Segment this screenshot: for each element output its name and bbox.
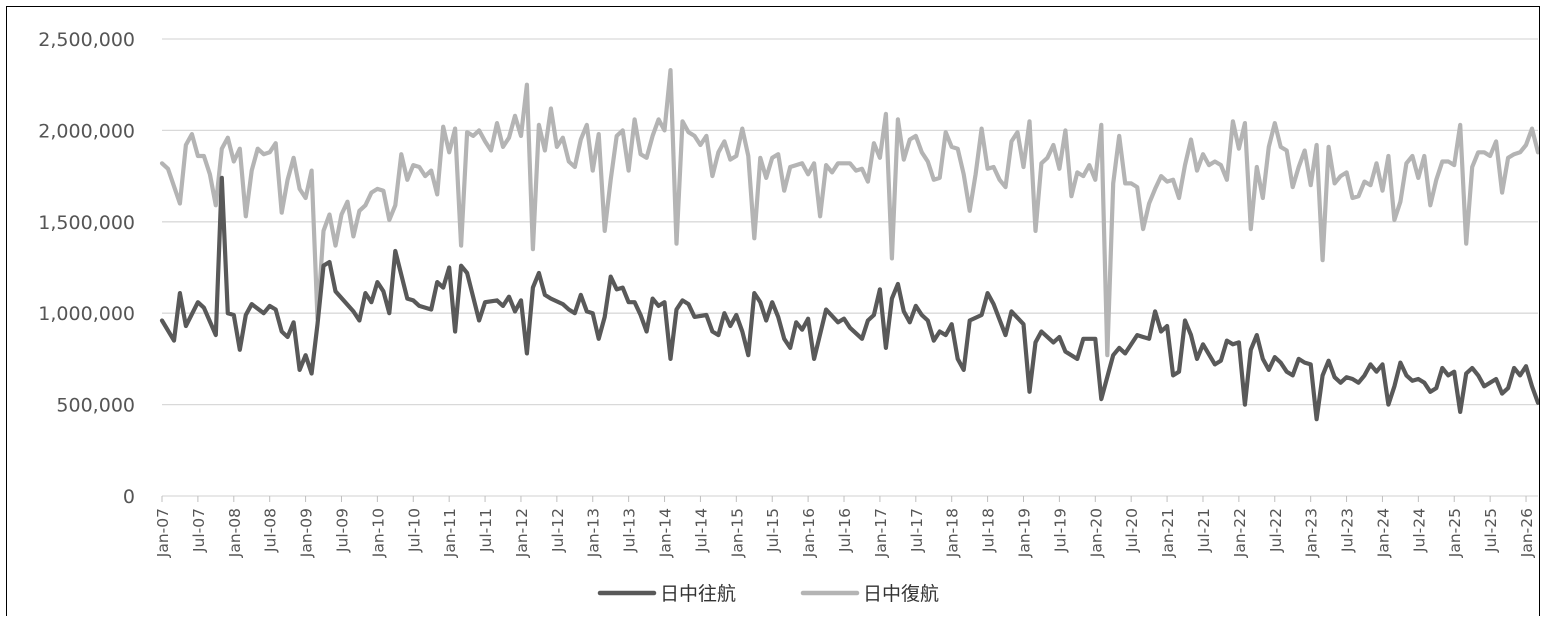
x-tick-label: Jul-13 bbox=[621, 508, 639, 553]
x-tick-label: Jul-18 bbox=[980, 508, 998, 553]
x-tick-label: Jul-21 bbox=[1195, 508, 1213, 553]
gridlines bbox=[162, 38, 1538, 497]
x-tick-label: Jan-11 bbox=[441, 508, 459, 558]
x-tick-label: Jan-07 bbox=[154, 508, 172, 558]
legend-label-outbound: 日中往航 bbox=[660, 583, 736, 605]
legend-label-return: 日中復航 bbox=[863, 583, 939, 605]
x-tick-label: Jan-20 bbox=[1087, 508, 1105, 558]
line-chart: 0 500,000 1,000,000 1,500,000 2,000,000 2,500… bbox=[38, 29, 1539, 605]
x-tick-label: Jan-18 bbox=[944, 508, 962, 558]
series-line-return bbox=[159, 68, 1539, 358]
x-tick-label: Jan-22 bbox=[1231, 508, 1249, 558]
x-tick-label: Jan-17 bbox=[872, 508, 890, 558]
x-tick-label: Jan-24 bbox=[1374, 508, 1392, 558]
y-axis: 0 500,000 1,000,000 1,500,000 2,000,000 2,500… bbox=[38, 29, 135, 508]
x-axis: Jan-07 Jul-07 Jan-08 Jul-08 Jan-09 Jul-09 Jan-… bbox=[154, 496, 1536, 558]
x-tick-label: Jan-23 bbox=[1303, 508, 1321, 558]
x-tick-label: Jul-25 bbox=[1482, 508, 1500, 553]
x-tick-label: Jul-19 bbox=[1051, 508, 1069, 553]
x-tick-label: Jul-24 bbox=[1410, 508, 1428, 553]
series-lines bbox=[159, 68, 1539, 422]
x-tick-label: Jul-23 bbox=[1339, 508, 1357, 553]
x-tick-label: Jan-13 bbox=[585, 508, 603, 558]
x-tick-label: Jul-22 bbox=[1267, 508, 1285, 553]
x-tick-label: Jul-20 bbox=[1123, 508, 1141, 553]
x-tick-label: Jan-25 bbox=[1446, 508, 1464, 558]
x-tick-label: Jan-14 bbox=[657, 508, 675, 558]
x-tick-label: Jan-21 bbox=[1159, 508, 1177, 558]
x-tick-label: Jul-14 bbox=[692, 508, 710, 553]
y-tick-label: 2,000,000 bbox=[38, 120, 135, 142]
x-tick-label: Jan-19 bbox=[1015, 508, 1033, 558]
y-tick-label: 1,500,000 bbox=[38, 212, 135, 234]
x-tick-label: Jul-15 bbox=[764, 508, 782, 553]
x-tick-label: Jul-16 bbox=[836, 508, 854, 553]
y-tick-label: 500,000 bbox=[56, 395, 135, 417]
x-tick-label: Jan-16 bbox=[800, 508, 818, 558]
x-tick-label: Jul-12 bbox=[549, 508, 567, 553]
x-tick-label: Jul-08 bbox=[262, 508, 280, 553]
x-tick-label: Jul-09 bbox=[333, 508, 351, 553]
x-tick-label: Jan-10 bbox=[369, 508, 387, 558]
x-tick-label: Jan-26 bbox=[1518, 508, 1536, 558]
x-tick-label: Jul-07 bbox=[190, 508, 208, 553]
y-tick-label: 0 bbox=[123, 486, 135, 508]
x-tick-label: Jul-10 bbox=[405, 508, 423, 553]
series-line-outbound bbox=[159, 175, 1539, 422]
x-tick-label: Jan-08 bbox=[226, 508, 244, 558]
x-tick-label: Jan-12 bbox=[513, 508, 531, 558]
y-tick-label: 2,500,000 bbox=[38, 29, 135, 51]
x-tick-label: Jul-11 bbox=[477, 508, 495, 553]
x-tick-label: Jan-15 bbox=[728, 508, 746, 558]
chart-frame: 0 500,000 1,000,000 1,500,000 2,000,000 2,500… bbox=[6, 6, 1540, 616]
legend: 日中往航 日中復航 bbox=[597, 583, 939, 605]
y-tick-label: 1,000,000 bbox=[38, 303, 135, 325]
x-tick-label: Jul-17 bbox=[908, 508, 926, 553]
x-tick-label: Jan-09 bbox=[298, 508, 316, 558]
